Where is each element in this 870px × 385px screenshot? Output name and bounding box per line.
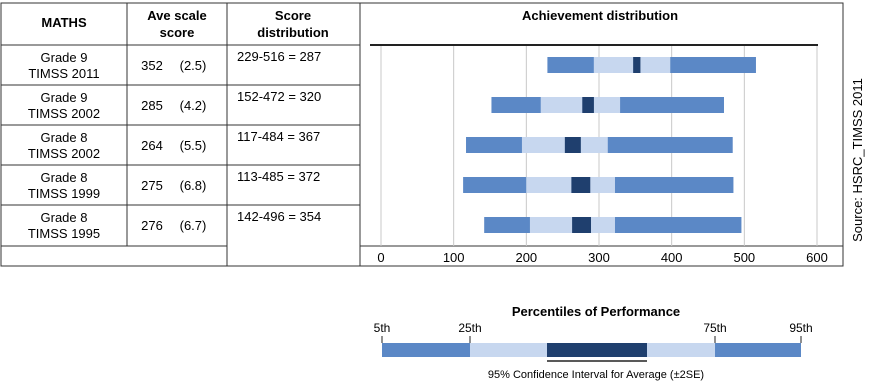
row-distribution: 152-472 = 320 bbox=[237, 89, 321, 104]
legend-ci-label: 95% Confidence Interval for Average (±2S… bbox=[488, 369, 704, 381]
x-tick-label: 100 bbox=[443, 250, 465, 265]
bar-p5-p25 bbox=[484, 217, 530, 233]
bar-p5-p25 bbox=[547, 57, 594, 73]
bar-ci bbox=[582, 97, 594, 113]
table-row: Grade 9 TIMSS 2011 352 (2.5) 229-516 = 2… bbox=[28, 49, 321, 81]
legend-outer-low bbox=[382, 343, 470, 357]
x-tick-label: 500 bbox=[733, 250, 755, 265]
header-subject: MATHS bbox=[41, 15, 87, 30]
row-study: TIMSS 2002 bbox=[28, 106, 100, 121]
bar-ci bbox=[564, 137, 581, 153]
bar-p75-p95 bbox=[670, 57, 756, 73]
row-average: 285 bbox=[141, 98, 163, 113]
table-row: Grade 8 TIMSS 2002 264 (5.5) 117-484 = 3… bbox=[28, 129, 320, 161]
bar-p5-p25 bbox=[463, 177, 527, 193]
row-grade: Grade 8 bbox=[41, 210, 88, 225]
bar-ci bbox=[571, 177, 591, 193]
legend-label-25th: 25th bbox=[458, 321, 481, 335]
row-grade: Grade 9 bbox=[41, 90, 88, 105]
header-ave-line2: score bbox=[160, 25, 195, 40]
legend-ci bbox=[547, 343, 647, 357]
x-tick-label: 0 bbox=[377, 250, 384, 265]
row-se: (6.8) bbox=[180, 178, 207, 193]
bar-p25-p75 bbox=[540, 97, 621, 113]
header-dist-line1: Score bbox=[275, 8, 311, 23]
row-average: 276 bbox=[141, 218, 163, 233]
bar-ci bbox=[572, 217, 592, 233]
bar-p75-p95 bbox=[614, 177, 734, 193]
bar-p75-p95 bbox=[607, 137, 733, 153]
bar-p5-p25 bbox=[491, 97, 541, 113]
legend-label-95th: 95th bbox=[789, 321, 812, 335]
row-average: 264 bbox=[141, 138, 163, 153]
bar-p25-p75 bbox=[526, 177, 615, 193]
bar-ci bbox=[633, 57, 641, 73]
table-row: Grade 9 TIMSS 2002 285 (4.2) 152-472 = 3… bbox=[28, 89, 321, 121]
row-grade: Grade 8 bbox=[41, 170, 88, 185]
legend-title: Percentiles of Performance bbox=[512, 304, 680, 319]
row-distribution: 229-516 = 287 bbox=[237, 49, 321, 64]
row-study: TIMSS 1999 bbox=[28, 186, 100, 201]
chart-title: Achievement distribution bbox=[522, 8, 678, 23]
legend: Percentiles of Performance 5th 25th 75th… bbox=[374, 304, 813, 381]
bar-p25-p75 bbox=[593, 57, 671, 73]
row-se: (5.5) bbox=[180, 138, 207, 153]
row-se: (6.7) bbox=[180, 218, 207, 233]
row-average: 275 bbox=[141, 178, 163, 193]
legend-outer-high bbox=[715, 343, 801, 357]
row-se: (2.5) bbox=[180, 58, 207, 73]
row-average: 352 bbox=[141, 58, 163, 73]
bar-p75-p95 bbox=[614, 217, 742, 233]
source-note: Source: HSRC_TIMSS 2011 bbox=[850, 78, 865, 242]
row-distribution: 113-485 = 372 bbox=[237, 169, 320, 184]
table-grid bbox=[0, 2, 844, 267]
x-tick-label: 300 bbox=[588, 250, 610, 265]
table-row: Grade 8 TIMSS 1999 275 (6.8) 113-485 = 3… bbox=[28, 169, 320, 201]
x-axis-ticks: 0 100 200 300 400 500 600 bbox=[377, 250, 827, 265]
legend-label-5th: 5th bbox=[374, 321, 391, 335]
x-tick-label: 400 bbox=[661, 250, 683, 265]
row-study: TIMSS 2011 bbox=[28, 66, 99, 81]
row-distribution: 117-484 = 367 bbox=[237, 129, 320, 144]
table-row: Grade 8 TIMSS 1995 276 (6.7) 142-496 = 3… bbox=[28, 209, 321, 241]
bar-p75-p95 bbox=[620, 97, 724, 113]
row-grade: Grade 9 bbox=[41, 50, 88, 65]
legend-label-75th: 75th bbox=[703, 321, 726, 335]
bar-p5-p25 bbox=[466, 137, 522, 153]
header-ave-line1: Ave scale bbox=[147, 8, 207, 23]
distribution-bars bbox=[463, 57, 756, 233]
header-dist-line2: distribution bbox=[257, 25, 329, 40]
row-distribution: 142-496 = 354 bbox=[237, 209, 321, 224]
row-study: TIMSS 2002 bbox=[28, 146, 100, 161]
x-tick-label: 600 bbox=[806, 250, 828, 265]
row-grade: Grade 8 bbox=[41, 130, 88, 145]
x-tick-label: 200 bbox=[515, 250, 537, 265]
row-se: (4.2) bbox=[180, 98, 207, 113]
row-study: TIMSS 1995 bbox=[28, 226, 100, 241]
